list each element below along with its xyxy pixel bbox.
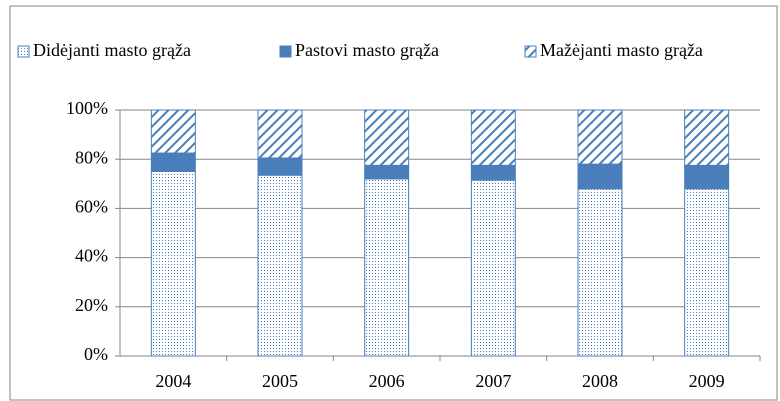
- x-tick-label: 2008: [582, 371, 618, 391]
- y-tick-label: 60%: [75, 197, 108, 217]
- bar-segment: [470, 179, 516, 357]
- x-tick-label: 2009: [689, 371, 725, 391]
- bar-segment: [577, 109, 623, 165]
- bar-segment: [257, 157, 303, 176]
- bar-segment: [577, 188, 623, 357]
- x-tick-label: 2006: [369, 371, 405, 391]
- bar-segment: [150, 109, 196, 154]
- legend-label: Didėjanti masto grąža: [33, 40, 191, 60]
- bar-segment: [150, 152, 196, 173]
- x-tick-label: 2005: [262, 371, 298, 391]
- legend-label: Mažėjanti masto grąža: [540, 40, 703, 60]
- legend-label: Pastovi masto grąža: [295, 40, 439, 60]
- bar-segment: [364, 109, 410, 166]
- y-tick-label: 80%: [75, 147, 108, 167]
- bar-segment: [257, 174, 303, 357]
- bar-segment: [684, 109, 730, 166]
- y-tick-label: 100%: [66, 98, 108, 118]
- bar-segment: [257, 109, 303, 159]
- y-tick-label: 0%: [84, 344, 108, 364]
- bar-segment: [470, 109, 516, 166]
- bar-segment: [684, 188, 730, 357]
- bar-segment: [577, 163, 623, 190]
- bar-segment: [150, 171, 196, 357]
- bar-segment: [684, 164, 730, 190]
- legend-swatch: [279, 45, 292, 58]
- bar-segment: [364, 178, 410, 357]
- x-tick-label: 2004: [155, 371, 191, 391]
- x-tick-label: 2007: [475, 371, 511, 391]
- legend-swatch: [17, 45, 30, 58]
- y-tick-label: 40%: [75, 246, 108, 266]
- bar-segment: [470, 164, 516, 181]
- bar-segment: [364, 164, 410, 180]
- y-tick-label: 20%: [75, 295, 108, 315]
- legend-swatch: [524, 45, 537, 58]
